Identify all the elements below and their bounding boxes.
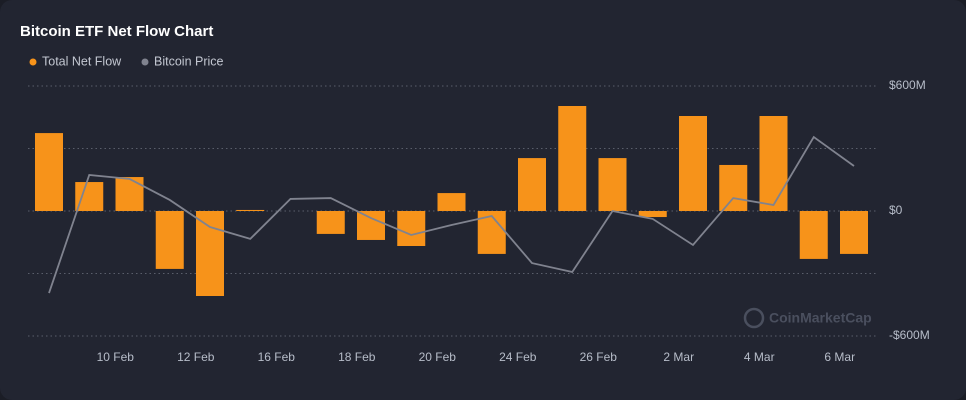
bar [357,211,385,240]
bar [236,209,265,211]
x-tick-label: 16 Feb [258,350,296,364]
bar [598,158,627,211]
x-tick-label: 24 Feb [499,350,537,364]
x-tick-label: 2 Mar [663,350,694,364]
bar [115,177,144,211]
watermark-logo [743,307,765,329]
bar [799,211,828,259]
x-tick-label: 12 Feb [177,350,215,364]
bar [196,211,224,296]
legend-label: Total Net Flow [42,54,122,68]
price-line [48,135,855,294]
bar [638,211,667,218]
watermark-text: CoinMarketCap [769,310,872,326]
bar [35,133,63,211]
y-tick-label: -$600M [889,328,930,342]
bar [437,193,466,211]
x-tick-label: 26 Feb [580,350,618,364]
legend-label: Bitcoin Price [154,54,224,68]
bar [558,106,587,211]
bar [518,158,546,211]
bar [316,211,345,234]
bar [759,116,788,211]
x-tick-label: 6 Mar [824,350,855,364]
chart-title: Bitcoin ETF Net Flow Chart [20,23,213,40]
bar [75,182,104,211]
legend-swatch [29,58,37,66]
watermark: CoinMarketCap [743,307,872,329]
x-tick-label: 18 Feb [338,350,376,364]
x-tick-label: 10 Feb [97,350,135,364]
y-tick-label: $0 [889,203,903,217]
bar [840,211,868,254]
bar [397,211,426,246]
x-tick-label: 4 Mar [744,350,775,364]
bar [719,164,748,211]
x-tick-label: 20 Feb [419,350,457,364]
legend-swatch [141,58,149,66]
bar [679,116,707,211]
y-tick-label: $600M [889,78,926,92]
bar [155,211,184,269]
